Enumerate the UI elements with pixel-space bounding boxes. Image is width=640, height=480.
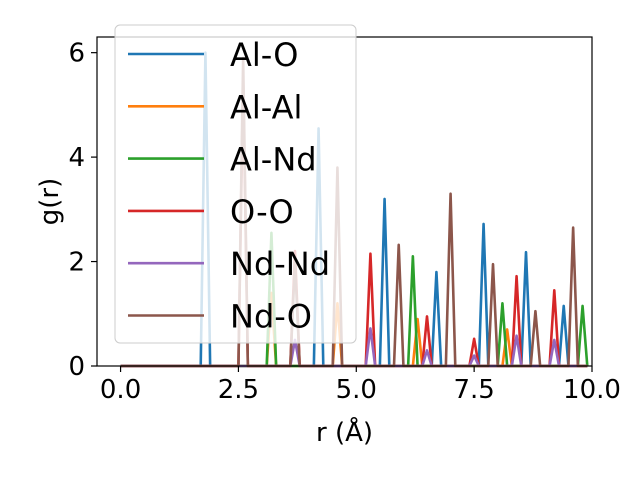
y-axis-ticks: 0 2 4 6 bbox=[68, 39, 97, 382]
y-tick-label: 6 bbox=[68, 39, 85, 69]
legend: Al-O Al-Al Al-Nd O-O Nd-Nd Nd-O bbox=[114, 24, 357, 344]
y-tick-label: 2 bbox=[68, 248, 85, 278]
x-axis-ticks: 0.0 2.5 5.0 7.5 10.0 bbox=[100, 366, 621, 405]
x-axis-label: r (Å) bbox=[316, 416, 373, 448]
legend-label-nd-o: Nd-O bbox=[230, 298, 312, 336]
y-axis-label: g(r) bbox=[35, 178, 65, 225]
legend-label-al-nd: Al-Nd bbox=[230, 141, 317, 179]
legend-label-al-al: Al-Al bbox=[230, 88, 302, 126]
y-tick-label: 0 bbox=[68, 352, 85, 382]
x-tick-label: 5.0 bbox=[336, 375, 377, 405]
x-tick-label: 0.0 bbox=[100, 375, 141, 405]
x-tick-label: 2.5 bbox=[218, 375, 259, 405]
legend-label-nd-nd: Nd-Nd bbox=[230, 245, 330, 283]
y-tick-label: 4 bbox=[68, 143, 85, 173]
legend-label-o-o: O-O bbox=[230, 193, 294, 231]
x-tick-label: 7.5 bbox=[453, 375, 494, 405]
legend-label-al-o: Al-O bbox=[230, 36, 298, 74]
x-tick-label: 10.0 bbox=[563, 375, 621, 405]
